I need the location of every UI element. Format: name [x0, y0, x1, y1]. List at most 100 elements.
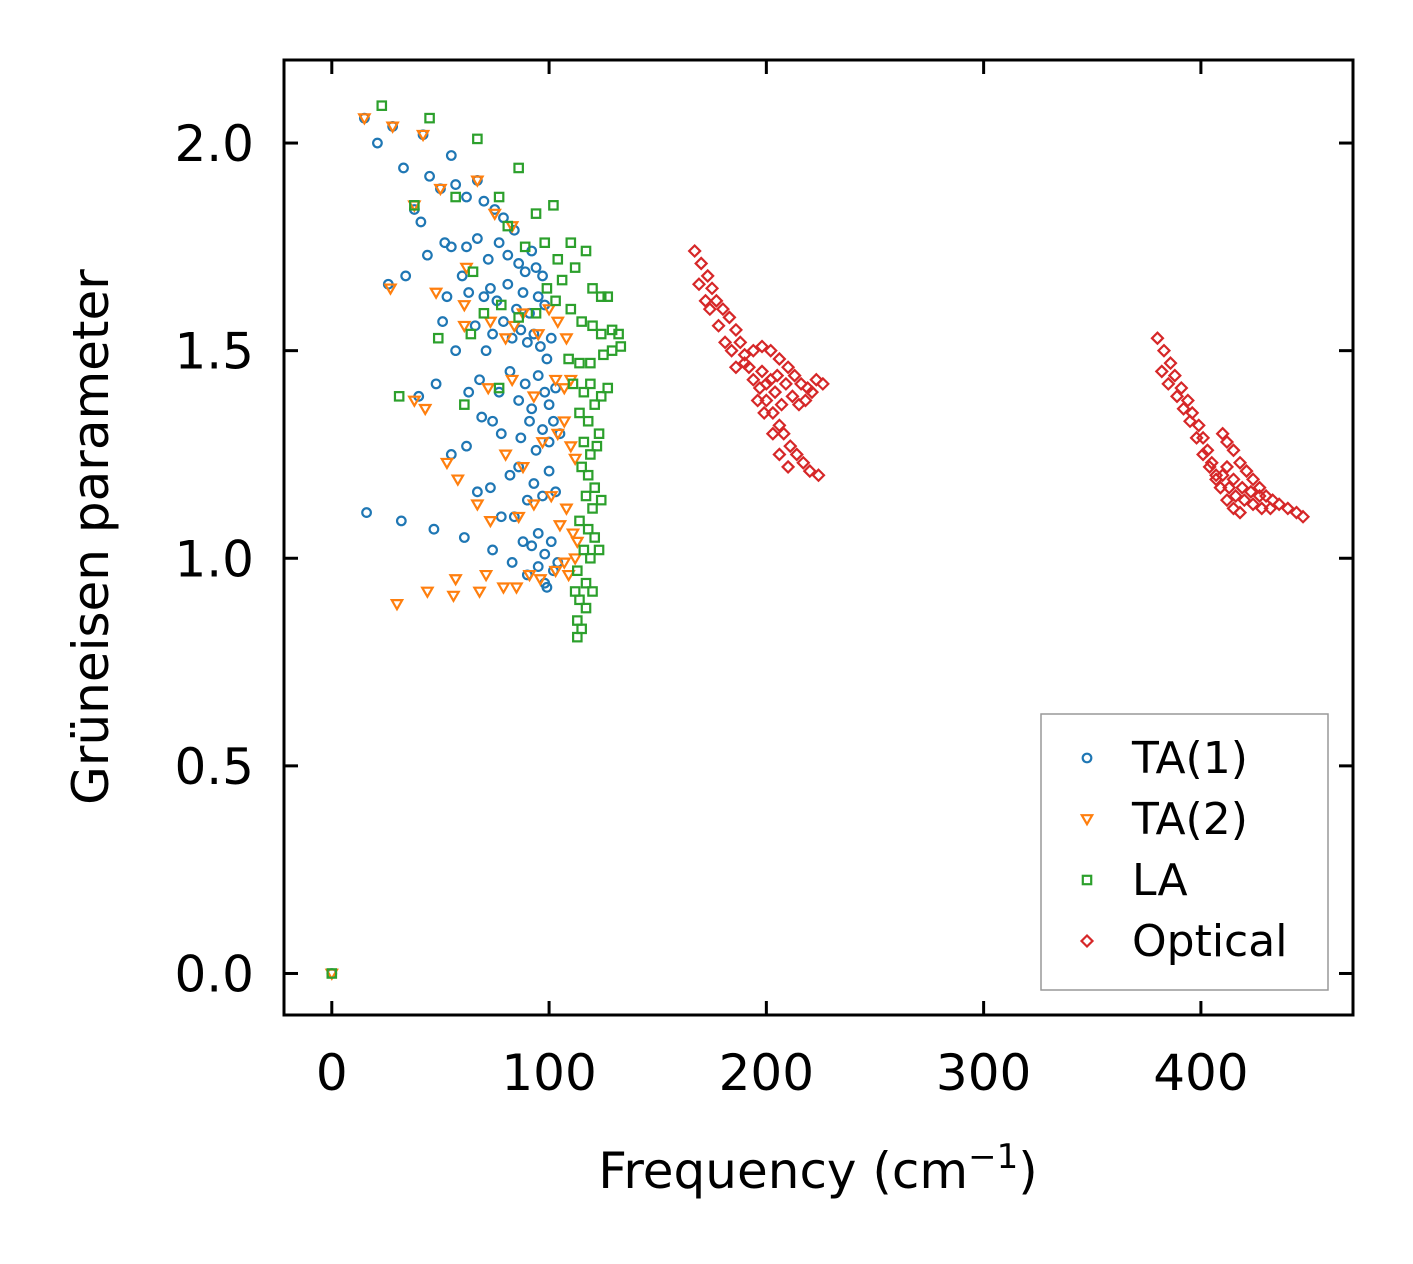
data-point	[1174, 380, 1189, 396]
data-point	[1180, 393, 1195, 408]
data-point	[385, 121, 400, 134]
data-point	[704, 281, 720, 296]
data-point	[1167, 368, 1182, 383]
data-point	[587, 320, 598, 332]
data-point	[1219, 434, 1235, 450]
data-point	[787, 368, 802, 383]
data-point	[545, 536, 557, 548]
data-point	[409, 200, 420, 211]
data-point	[1295, 509, 1311, 524]
data-point	[519, 241, 531, 253]
data-point	[763, 343, 778, 358]
x-tick-label: 300	[936, 1044, 1031, 1102]
data-point	[441, 291, 453, 303]
data-point	[580, 577, 592, 589]
data-point	[754, 339, 770, 354]
data-point	[548, 565, 563, 579]
data-point	[1226, 443, 1241, 458]
y-tick-label: 1.5	[174, 323, 254, 381]
data-point	[557, 416, 572, 429]
data-point	[582, 415, 594, 427]
data-point	[487, 544, 498, 556]
data-point	[585, 357, 596, 369]
data-point	[432, 332, 444, 344]
data-point	[361, 507, 372, 518]
data-point	[461, 241, 472, 253]
data-point	[715, 302, 730, 317]
data-point	[1169, 389, 1185, 404]
data-point	[376, 100, 388, 111]
data-point	[495, 428, 507, 440]
data-point	[1226, 501, 1241, 516]
data-point	[550, 428, 565, 442]
data-point	[530, 208, 542, 219]
data-point	[472, 133, 483, 145]
data-point	[502, 278, 514, 290]
data-point	[796, 455, 811, 470]
data-point	[470, 175, 485, 188]
data-point	[593, 428, 605, 439]
data-point	[513, 162, 524, 174]
data-point	[398, 162, 409, 174]
y-tick-label: 0.5	[174, 738, 254, 796]
data-point	[718, 335, 733, 350]
y-axis: 0.0 0.5 1.0 1.5 2.0	[174, 115, 1353, 1003]
data-point	[580, 490, 592, 502]
legend-item: TA(1)	[1081, 733, 1248, 784]
data-point	[502, 249, 514, 261]
data-point	[802, 464, 817, 479]
data-point	[602, 382, 614, 394]
data-point	[372, 137, 383, 149]
data-point	[528, 478, 540, 489]
data-point	[587, 586, 598, 597]
data-point	[1252, 488, 1267, 504]
data-point	[1263, 501, 1278, 516]
data-point	[418, 403, 433, 417]
data-point	[471, 486, 483, 498]
data-point	[357, 113, 372, 126]
data-point	[470, 499, 485, 512]
plot-frame	[282, 58, 1355, 1017]
data-point	[493, 191, 505, 203]
data-point	[698, 293, 713, 308]
data-point	[568, 453, 583, 467]
data-point	[1196, 447, 1211, 462]
data-point	[552, 254, 564, 265]
data-point	[521, 336, 533, 348]
data-point	[493, 237, 505, 249]
data-point	[450, 345, 462, 357]
data-point	[450, 191, 461, 203]
data-point	[517, 536, 529, 548]
data-point	[400, 270, 412, 282]
data-point	[1272, 497, 1287, 512]
data-point	[478, 307, 490, 319]
data-point	[517, 287, 529, 298]
data-point	[572, 565, 583, 577]
data-point	[700, 268, 715, 283]
data-point	[757, 405, 772, 420]
data-point	[532, 527, 544, 539]
data-point	[783, 439, 798, 454]
data-point	[383, 283, 398, 296]
data-point	[1182, 414, 1198, 429]
data-point	[428, 523, 440, 535]
data-point	[1245, 472, 1261, 487]
data-point	[595, 391, 607, 402]
data-point	[565, 237, 577, 248]
data-point	[515, 432, 527, 444]
data-point	[580, 602, 592, 614]
data-point	[1232, 455, 1248, 470]
data-point	[772, 351, 787, 367]
data-point	[811, 468, 826, 483]
data-point	[778, 376, 793, 391]
legend-marker	[1081, 874, 1093, 886]
legend: TA(1) TA(2) LA Optical	[1040, 713, 1329, 991]
legend-marker	[1081, 752, 1093, 764]
data-point	[569, 262, 581, 273]
data-point	[774, 397, 789, 412]
data-point	[548, 374, 563, 388]
data-point	[728, 322, 743, 337]
data-point	[578, 544, 590, 556]
data-point	[511, 511, 526, 525]
legend-item: LA	[1081, 855, 1188, 906]
